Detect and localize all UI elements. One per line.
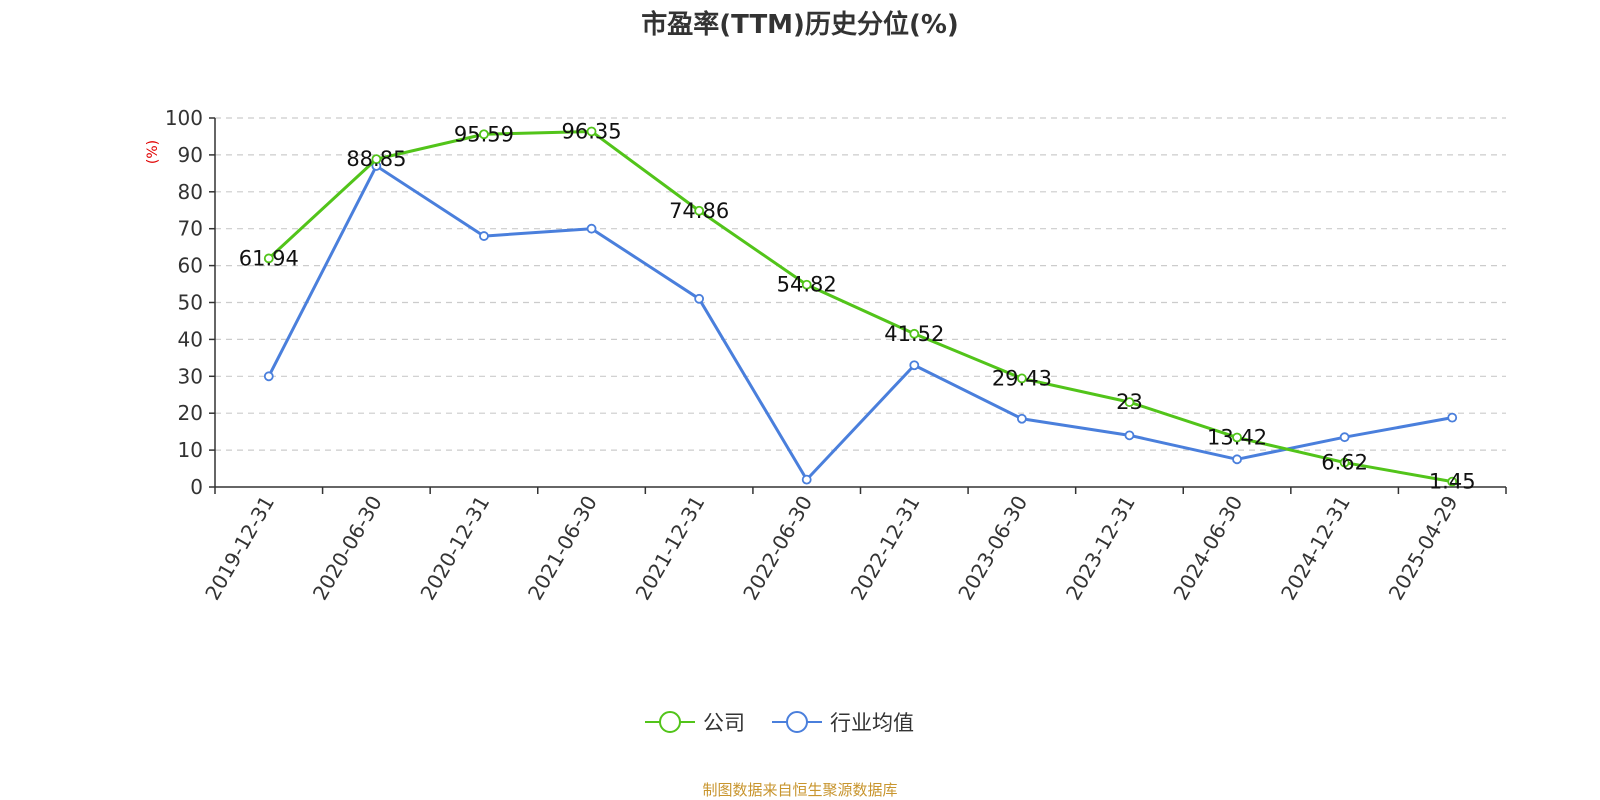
data-point-series-0[interactable] bbox=[694, 205, 705, 216]
data-point-series-1[interactable] bbox=[694, 293, 705, 304]
data-point-series-1[interactable] bbox=[1447, 412, 1458, 423]
series-line-1 bbox=[267, 164, 1453, 482]
data-point-series-0[interactable] bbox=[801, 279, 812, 290]
x-tick-label: 2022-06-30 bbox=[738, 492, 817, 605]
legend[interactable]: 公司 行业均值 bbox=[645, 711, 914, 735]
series-line-0 bbox=[267, 129, 1453, 484]
data-label: 23 bbox=[1116, 390, 1143, 414]
y-tick-label: 70 bbox=[178, 217, 203, 241]
data-point-series-1[interactable] bbox=[1232, 454, 1242, 465]
data-label: 29.43 bbox=[992, 366, 1052, 390]
data-point-series-1[interactable] bbox=[801, 474, 812, 485]
data-point-series-1[interactable] bbox=[263, 371, 274, 382]
legend-label: 行业均值 bbox=[830, 711, 914, 735]
data-point-series-0[interactable] bbox=[586, 126, 597, 137]
axes: 0 10 20 30 40 50 60 70 80 90 100 2019-12-31 2020-06-… bbox=[165, 106, 1507, 605]
data-point-series-0[interactable] bbox=[1447, 476, 1458, 487]
data-label: 41.52 bbox=[884, 322, 944, 346]
source-note: 制图数据来自恒生聚源数据库 bbox=[702, 781, 897, 799]
x-tick-label: 2022-12-31 bbox=[846, 492, 925, 605]
legend-label: 公司 bbox=[703, 711, 745, 735]
data-point-series-0[interactable] bbox=[1339, 457, 1350, 468]
x-tick-label: 2020-12-31 bbox=[415, 492, 494, 605]
x-tick-label: 2021-12-31 bbox=[631, 492, 710, 605]
y-tick-label: 60 bbox=[178, 254, 203, 278]
y-tick-label: 20 bbox=[178, 401, 203, 425]
y-tick-label: 50 bbox=[178, 291, 203, 315]
data-point-series-0[interactable] bbox=[1232, 432, 1242, 443]
y-tick-label: 100 bbox=[165, 106, 203, 130]
legend-marker-icon bbox=[659, 711, 681, 733]
data-label: 74.86 bbox=[669, 199, 729, 223]
x-tick-label: 2019-12-31 bbox=[200, 492, 279, 605]
legend-item-1[interactable]: 行业均值 bbox=[772, 711, 914, 735]
data-point-series-1[interactable] bbox=[479, 231, 489, 241]
data-point-series-0[interactable] bbox=[479, 129, 489, 140]
x-tick-label: 2024-06-30 bbox=[1168, 492, 1247, 605]
data-point-series-1[interactable] bbox=[586, 223, 597, 234]
data-label: 96.35 bbox=[561, 119, 621, 143]
data-point-series-0[interactable] bbox=[263, 253, 274, 264]
data-label: 1.45 bbox=[1429, 470, 1476, 494]
x-tick-label: 2023-12-31 bbox=[1061, 492, 1140, 605]
data-label: 54.82 bbox=[777, 273, 837, 297]
data-label: 95.59 bbox=[454, 122, 514, 146]
data-point-series-1[interactable] bbox=[1339, 432, 1350, 443]
data-label: 61.94 bbox=[239, 246, 299, 270]
y-axis-unit-label: (%) bbox=[145, 140, 161, 164]
x-tick-label: 2024-12-31 bbox=[1276, 492, 1355, 605]
data-point-series-0[interactable] bbox=[909, 328, 920, 339]
legend-item-0[interactable]: 公司 bbox=[645, 711, 745, 735]
series-lines bbox=[263, 126, 1458, 487]
x-tick-label: 2025-04-29 bbox=[1384, 492, 1463, 605]
grid-lines bbox=[215, 117, 1506, 451]
data-point-series-0[interactable] bbox=[371, 154, 382, 165]
y-tick-label: 40 bbox=[178, 327, 203, 351]
legend-marker-icon bbox=[786, 711, 808, 733]
y-tick-label: 90 bbox=[178, 143, 203, 167]
data-labels: 61.94 88.85 95.59 96.35 74.86 54.82 41.52 29.43… bbox=[239, 119, 1476, 493]
x-tick-label: 2023-06-30 bbox=[953, 492, 1032, 605]
data-point-series-1[interactable] bbox=[909, 360, 920, 371]
y-tick-label: 0 bbox=[190, 475, 203, 499]
chart-title: 市盈率(TTM)历史分位(%) bbox=[641, 9, 959, 40]
data-point-series-0[interactable] bbox=[1016, 373, 1027, 384]
data-label: 88.85 bbox=[346, 147, 406, 171]
y-tick-label: 30 bbox=[178, 364, 203, 388]
x-tick-label: 2020-06-30 bbox=[308, 492, 387, 605]
data-label: 13.42 bbox=[1207, 425, 1267, 449]
data-point-series-1[interactable] bbox=[1124, 430, 1135, 441]
x-tick-label: 2021-06-30 bbox=[523, 492, 602, 605]
y-tick-label: 10 bbox=[178, 438, 203, 462]
data-point-series-0[interactable] bbox=[1124, 397, 1135, 408]
y-tick-label: 80 bbox=[178, 180, 203, 204]
data-label: 6.62 bbox=[1321, 451, 1368, 475]
data-point-series-1[interactable] bbox=[1016, 413, 1027, 424]
